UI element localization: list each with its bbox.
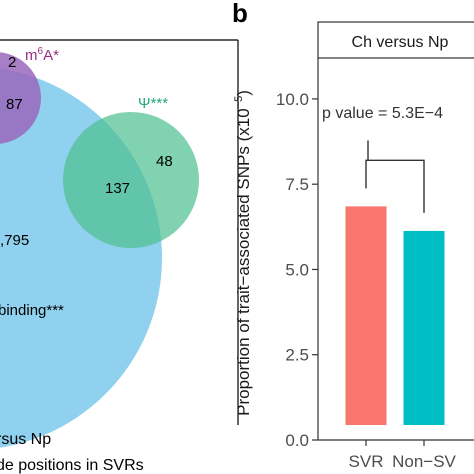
- y-axis-title: Proportion of trait−associated SNPs (x10…: [233, 90, 253, 416]
- bar: [403, 230, 445, 425]
- venn-count-m6a-only: 2: [8, 54, 16, 71]
- venn-psi-label: Ψ***: [138, 95, 168, 112]
- plot-area: [317, 58, 474, 441]
- x-tick-label: Non−SV: [392, 452, 456, 471]
- venn-m6a-label: m6A*: [25, 46, 59, 64]
- y-tick-label: 10.0: [276, 90, 309, 109]
- y-tick-label: 7.5: [285, 175, 309, 194]
- y-tick-label: 2.5: [285, 346, 309, 365]
- p-value-annotation: p value = 5.3E−4: [322, 105, 443, 122]
- facet-strip-label: Ch versus Np: [352, 34, 449, 51]
- venn-count-psi-overlap: 137: [105, 180, 130, 197]
- y-tick-label: 5.0: [285, 260, 309, 279]
- bars: [345, 206, 445, 425]
- venn-panel: 2 m6A* 87 Ψ*** 137 48 ,795 binding*** rs…: [0, 39, 239, 474]
- venn-count-m6a-overlap: 87: [6, 96, 23, 113]
- bar-panel: b Ch versus Np 0.0 2.5 5.0 7.5 10.0 SVR Non−S…: [232, 0, 474, 471]
- venn-caption-line2: de positions in SVRs: [0, 457, 144, 474]
- venn-count-psi-only: 48: [156, 153, 173, 170]
- venn-set-psi-circle: [63, 112, 199, 248]
- significance-bracket: [365, 140, 425, 213]
- panel-letter: b: [232, 0, 248, 28]
- venn-caption-line1: rsus Np: [0, 431, 51, 448]
- x-tick-label: SVR: [349, 452, 384, 471]
- y-tick-label: 0.0: [285, 431, 309, 450]
- venn-main-label: binding***: [0, 302, 64, 319]
- venn-count-main: ,795: [0, 232, 29, 249]
- venn-set-m6a-circle: [0, 52, 41, 144]
- bar: [345, 206, 387, 425]
- facet-strip: [317, 21, 474, 59]
- x-axis: SVR Non−SV: [349, 440, 457, 471]
- y-axis: 0.0 2.5 5.0 7.5 10.0: [276, 90, 318, 450]
